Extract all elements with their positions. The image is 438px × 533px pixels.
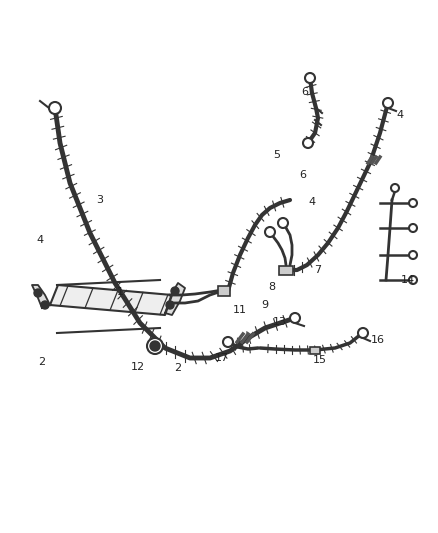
Polygon shape: [165, 283, 185, 315]
Circle shape: [358, 328, 368, 338]
Text: 2: 2: [39, 357, 46, 367]
Text: 2: 2: [174, 363, 182, 373]
Text: 17: 17: [215, 353, 229, 363]
Text: 4: 4: [36, 235, 43, 245]
Circle shape: [150, 341, 160, 351]
Circle shape: [223, 337, 233, 347]
Circle shape: [305, 73, 315, 83]
Circle shape: [265, 227, 275, 237]
Circle shape: [34, 289, 42, 297]
Circle shape: [409, 251, 417, 259]
Text: 11: 11: [233, 305, 247, 315]
Circle shape: [409, 199, 417, 207]
Circle shape: [303, 138, 313, 148]
Circle shape: [41, 301, 49, 309]
Text: 4: 4: [308, 197, 315, 207]
Text: 9: 9: [261, 300, 268, 310]
Text: 15: 15: [313, 355, 327, 365]
Circle shape: [409, 224, 417, 232]
Bar: [218, 286, 230, 296]
Text: 16: 16: [371, 335, 385, 345]
Text: 4: 4: [396, 110, 403, 120]
Text: 12: 12: [131, 362, 145, 372]
Circle shape: [278, 218, 288, 228]
Circle shape: [152, 343, 158, 349]
Circle shape: [171, 287, 179, 295]
Circle shape: [383, 98, 393, 108]
Circle shape: [147, 338, 163, 354]
Circle shape: [391, 184, 399, 192]
Circle shape: [290, 313, 300, 323]
Text: 6: 6: [300, 170, 307, 180]
Text: 14: 14: [401, 275, 415, 285]
Bar: [310, 346, 320, 353]
Polygon shape: [32, 285, 50, 308]
Text: 3: 3: [96, 195, 103, 205]
Polygon shape: [50, 285, 172, 315]
Text: 13: 13: [273, 317, 287, 327]
Bar: [279, 265, 293, 274]
Circle shape: [409, 276, 417, 284]
Text: 1: 1: [117, 287, 124, 297]
Text: 8: 8: [268, 282, 276, 292]
Text: 7: 7: [314, 265, 321, 275]
Text: 6: 6: [301, 87, 308, 97]
Text: 5: 5: [273, 150, 280, 160]
Circle shape: [166, 301, 174, 309]
Circle shape: [49, 102, 61, 114]
